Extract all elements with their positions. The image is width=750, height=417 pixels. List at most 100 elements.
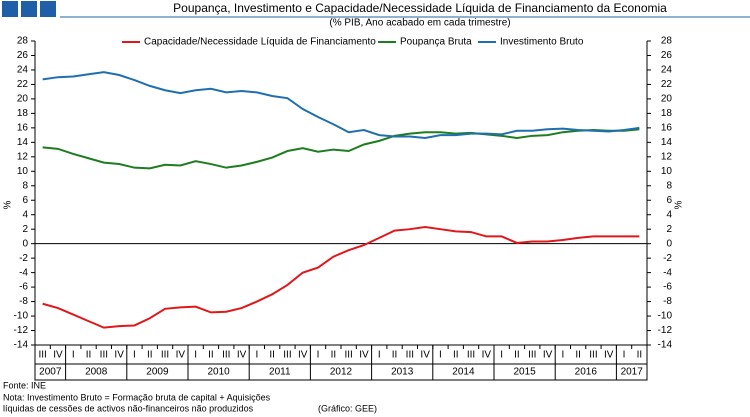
y-tick-label: 6 bbox=[22, 195, 28, 206]
x-tick-label: II bbox=[147, 350, 153, 361]
year-label: 2014 bbox=[452, 367, 475, 378]
x-tick-label: III bbox=[528, 350, 536, 361]
year-label: 2008 bbox=[85, 367, 108, 378]
year-label: 2012 bbox=[330, 367, 353, 378]
y-tick-label: 18 bbox=[17, 108, 29, 119]
x-tick-label: III bbox=[467, 350, 475, 361]
y-tick-label: 12 bbox=[17, 151, 29, 162]
x-tick-label: III bbox=[589, 350, 597, 361]
x-tick-label: IV bbox=[237, 350, 247, 361]
year-label: 2011 bbox=[269, 367, 291, 378]
y2-tick-label: -12 bbox=[658, 325, 673, 336]
y-tick-label: 20 bbox=[17, 94, 29, 105]
x-tick-label: IV bbox=[604, 350, 614, 361]
x-tick-label: IV bbox=[420, 350, 430, 361]
x-tick-label: IV bbox=[359, 350, 369, 361]
year-label: 2016 bbox=[575, 367, 598, 378]
note: líquidas de cessões de activos não-finan… bbox=[3, 403, 254, 413]
y2-tick-label: 18 bbox=[661, 108, 673, 119]
y2-tick-label: 26 bbox=[661, 50, 673, 61]
y2-tick-label: 6 bbox=[666, 195, 672, 206]
series-line bbox=[42, 128, 640, 170]
y-tick-label: -8 bbox=[19, 296, 28, 307]
x-tick-label: II bbox=[453, 350, 459, 361]
x-tick-label: II bbox=[86, 350, 92, 361]
x-tick-label: II bbox=[575, 350, 581, 361]
y-axis-label: % bbox=[3, 200, 14, 209]
y2-tick-label: 4 bbox=[666, 209, 672, 220]
y-tick-label: -12 bbox=[14, 325, 29, 336]
x-tick-label: I bbox=[378, 350, 381, 361]
legend-label: Capacidade/Necessidade Líquida de Financ… bbox=[144, 37, 376, 48]
y2-axis-label: % bbox=[674, 200, 685, 209]
y2-tick-label: 8 bbox=[666, 180, 672, 191]
x-tick-label: III bbox=[283, 350, 291, 361]
y-tick-label: -14 bbox=[14, 340, 29, 351]
x-tick-label: IV bbox=[114, 350, 124, 361]
x-tick-label: IV bbox=[482, 350, 492, 361]
credit: (Gráfico: GEE) bbox=[318, 403, 377, 413]
x-tick-label: III bbox=[38, 350, 46, 361]
x-tick-label: II bbox=[392, 350, 398, 361]
y2-tick-label: -2 bbox=[663, 253, 672, 264]
chart-title: Poupança, Investimento e Capacidade/Nece… bbox=[173, 1, 667, 15]
y2-tick-label: -8 bbox=[663, 296, 672, 307]
x-tick-label: II bbox=[208, 350, 214, 361]
y-tick-label: -4 bbox=[19, 267, 28, 278]
y-tick-label: 14 bbox=[17, 137, 29, 148]
year-label: 2013 bbox=[391, 367, 414, 378]
y2-tick-label: 2 bbox=[666, 224, 672, 235]
x-tick-label: I bbox=[439, 350, 442, 361]
x-tick-label: II bbox=[637, 350, 643, 361]
y-tick-label: 28 bbox=[17, 36, 29, 47]
note: Fonte: INE bbox=[3, 380, 46, 390]
year-label: 2007 bbox=[39, 367, 62, 378]
header-icon bbox=[21, 1, 37, 17]
y-tick-label: 0 bbox=[22, 238, 28, 249]
year-label: 2010 bbox=[207, 367, 230, 378]
x-tick-label: IV bbox=[176, 350, 186, 361]
x-tick-label: II bbox=[331, 350, 337, 361]
y-tick-label: -6 bbox=[19, 282, 28, 293]
y2-tick-label: 10 bbox=[661, 166, 673, 177]
y-tick-label: -10 bbox=[14, 311, 29, 322]
legend-label: Investimento Bruto bbox=[500, 37, 584, 48]
x-tick-label: II bbox=[269, 350, 275, 361]
x-tick-label: I bbox=[500, 350, 503, 361]
year-label: 2009 bbox=[146, 367, 169, 378]
x-tick-label: I bbox=[561, 350, 564, 361]
y-tick-label: 22 bbox=[17, 79, 29, 90]
x-tick-label: III bbox=[222, 350, 230, 361]
year-label: 2015 bbox=[513, 367, 536, 378]
y-tick-label: 8 bbox=[22, 180, 28, 191]
y2-tick-label: 12 bbox=[661, 151, 673, 162]
x-tick-label: III bbox=[406, 350, 414, 361]
y2-tick-label: 28 bbox=[661, 36, 673, 47]
y2-tick-label: 0 bbox=[666, 238, 672, 249]
y-tick-label: 4 bbox=[22, 209, 28, 220]
x-tick-label: I bbox=[194, 350, 197, 361]
y2-tick-label: -4 bbox=[663, 267, 672, 278]
x-tick-label: I bbox=[133, 350, 136, 361]
x-tick-label: II bbox=[514, 350, 520, 361]
y-tick-label: 10 bbox=[17, 166, 29, 177]
y-tick-label: 16 bbox=[17, 122, 29, 133]
y2-tick-label: 14 bbox=[661, 137, 673, 148]
y-tick-label: 24 bbox=[17, 65, 29, 76]
x-tick-label: III bbox=[100, 350, 108, 361]
note: Nota: Investimento Bruto = Formação brut… bbox=[3, 392, 271, 402]
series-line bbox=[42, 226, 640, 329]
y-tick-label: 26 bbox=[17, 50, 29, 61]
y2-tick-label: -6 bbox=[663, 282, 672, 293]
y2-tick-label: 20 bbox=[661, 94, 673, 105]
y2-tick-label: -10 bbox=[658, 311, 673, 322]
header-icon bbox=[40, 1, 56, 17]
y-tick-label: -2 bbox=[19, 253, 28, 264]
y2-tick-label: 22 bbox=[661, 79, 673, 90]
y2-tick-label: -14 bbox=[658, 340, 673, 351]
header-icon bbox=[2, 1, 18, 17]
x-tick-label: III bbox=[161, 350, 169, 361]
x-tick-label: I bbox=[317, 350, 320, 361]
series-line bbox=[42, 71, 640, 139]
